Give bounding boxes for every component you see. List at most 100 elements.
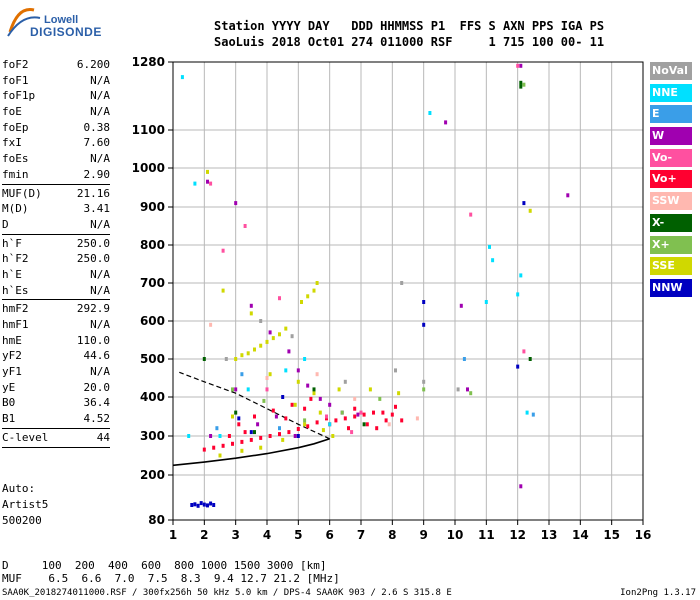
param-name: foE [2,105,22,119]
echo-point [278,432,281,437]
param-row: hmF1 N/A [2,317,110,333]
echo-point [253,430,256,435]
x-tick-label: 6 [325,528,333,542]
param-name: hmF1 [2,318,29,331]
param-row: hmF2 292.9 [2,301,110,317]
echo-point [209,501,213,506]
echo-point [240,353,244,358]
echo-point [240,439,244,444]
echo-point [306,424,310,429]
echo-point [353,414,357,419]
legend-item: Vo+ [650,170,692,189]
param-row: h`F2 250.0 [2,251,110,267]
echo-point [306,383,310,388]
x-tick-label: 9 [419,528,427,542]
chart-echo-points [180,63,570,508]
param-value: 44 [96,430,110,444]
echo-point [397,391,401,396]
auto-version: 500200 [2,514,42,527]
version-label: Ion2Png 1.3.17 [620,588,696,598]
echo-point [268,372,272,377]
echo-point [353,406,357,411]
legend-item: X+ [650,235,692,254]
param-name: h`F2 [2,252,29,266]
echo-point [516,63,520,68]
param-name: B1 [2,412,16,426]
param-row: D N/A [2,217,110,233]
echo-point [519,84,523,89]
echo-point [312,288,316,293]
echo-point [212,445,216,450]
echo-point [312,387,316,392]
y-tick-label: 200 [140,468,165,482]
param-divider [2,427,110,429]
param-name: D [2,217,9,231]
echo-point [284,368,288,373]
param-name: fxI [2,136,22,150]
header-fields-row: Station YYYY DAY DDD HHMMSS P1 FFS S AXN… [214,19,605,33]
echo-point [221,248,225,253]
echo-point [221,443,225,448]
param-name: foEp [2,120,29,134]
echo-point [278,296,281,301]
param-name: h`F [2,236,22,250]
scaled-parameters-panel: foF2 6.200 foF1 N/A foF1p N/A foE N/A foEp 0.38 fx… [2,57,110,449]
y-tick-label: 1100 [132,123,165,137]
echo-point [428,111,432,115]
echo-point [488,244,491,249]
y-tick-label: 900 [140,200,165,214]
echo-point [290,334,294,339]
param-value: 20.0 [83,380,111,394]
echo-point [234,357,238,361]
echo-point [246,387,250,392]
muf-row: MUF 6.5 6.6 7.0 7.5 8.3 9.4 12.7 21.2 [M… [2,572,340,585]
param-value: 6.200 [76,58,110,71]
echo-point [268,330,272,335]
legend-item: SSE [650,257,692,276]
param-value: N/A [90,318,110,331]
echo-point [243,430,247,435]
echo-point [196,503,200,508]
distance-row: D 100 200 400 600 800 1000 1500 3000 [km… [2,559,327,572]
x-tick-label: 11 [478,528,495,542]
echo-point [516,292,520,297]
echo-point [221,288,225,293]
echo-point [206,179,209,184]
echo-point [249,437,253,442]
echo-point [303,357,307,361]
echo-point [466,387,469,392]
echo-point [528,357,532,361]
echo-point [362,412,366,417]
y-tick-label: 700 [140,276,165,290]
echo-point [362,422,366,427]
x-tick-label: 13 [541,528,558,542]
echo-point [516,364,520,369]
legend-item: SSW [650,192,692,211]
echo-point [237,422,241,427]
param-name: foF2 [2,58,29,71]
echo-point [353,396,357,401]
echo-point [469,212,473,217]
echo-point [218,453,222,458]
echo-point [462,357,466,361]
echo-point [519,80,523,85]
echo-point [309,396,313,401]
echo-point [209,322,213,327]
echo-point [394,368,397,373]
echo-point [265,387,269,392]
param-value: 3.41 [83,202,111,216]
chart-profile-curves [172,371,330,467]
echo-point [312,391,316,396]
echo-point [231,414,234,419]
y-tick-label: 800 [140,238,165,252]
echo-point [206,503,209,508]
y-tick-label: 500 [140,352,165,366]
legend-item: NNW [650,278,692,297]
echo-point [328,422,332,427]
param-row: B0 36.4 [2,395,110,411]
echo-point [415,416,419,421]
echo-point [347,426,350,431]
echo-point [259,445,263,450]
echo-point [296,427,300,431]
param-value: N/A [90,73,110,87]
